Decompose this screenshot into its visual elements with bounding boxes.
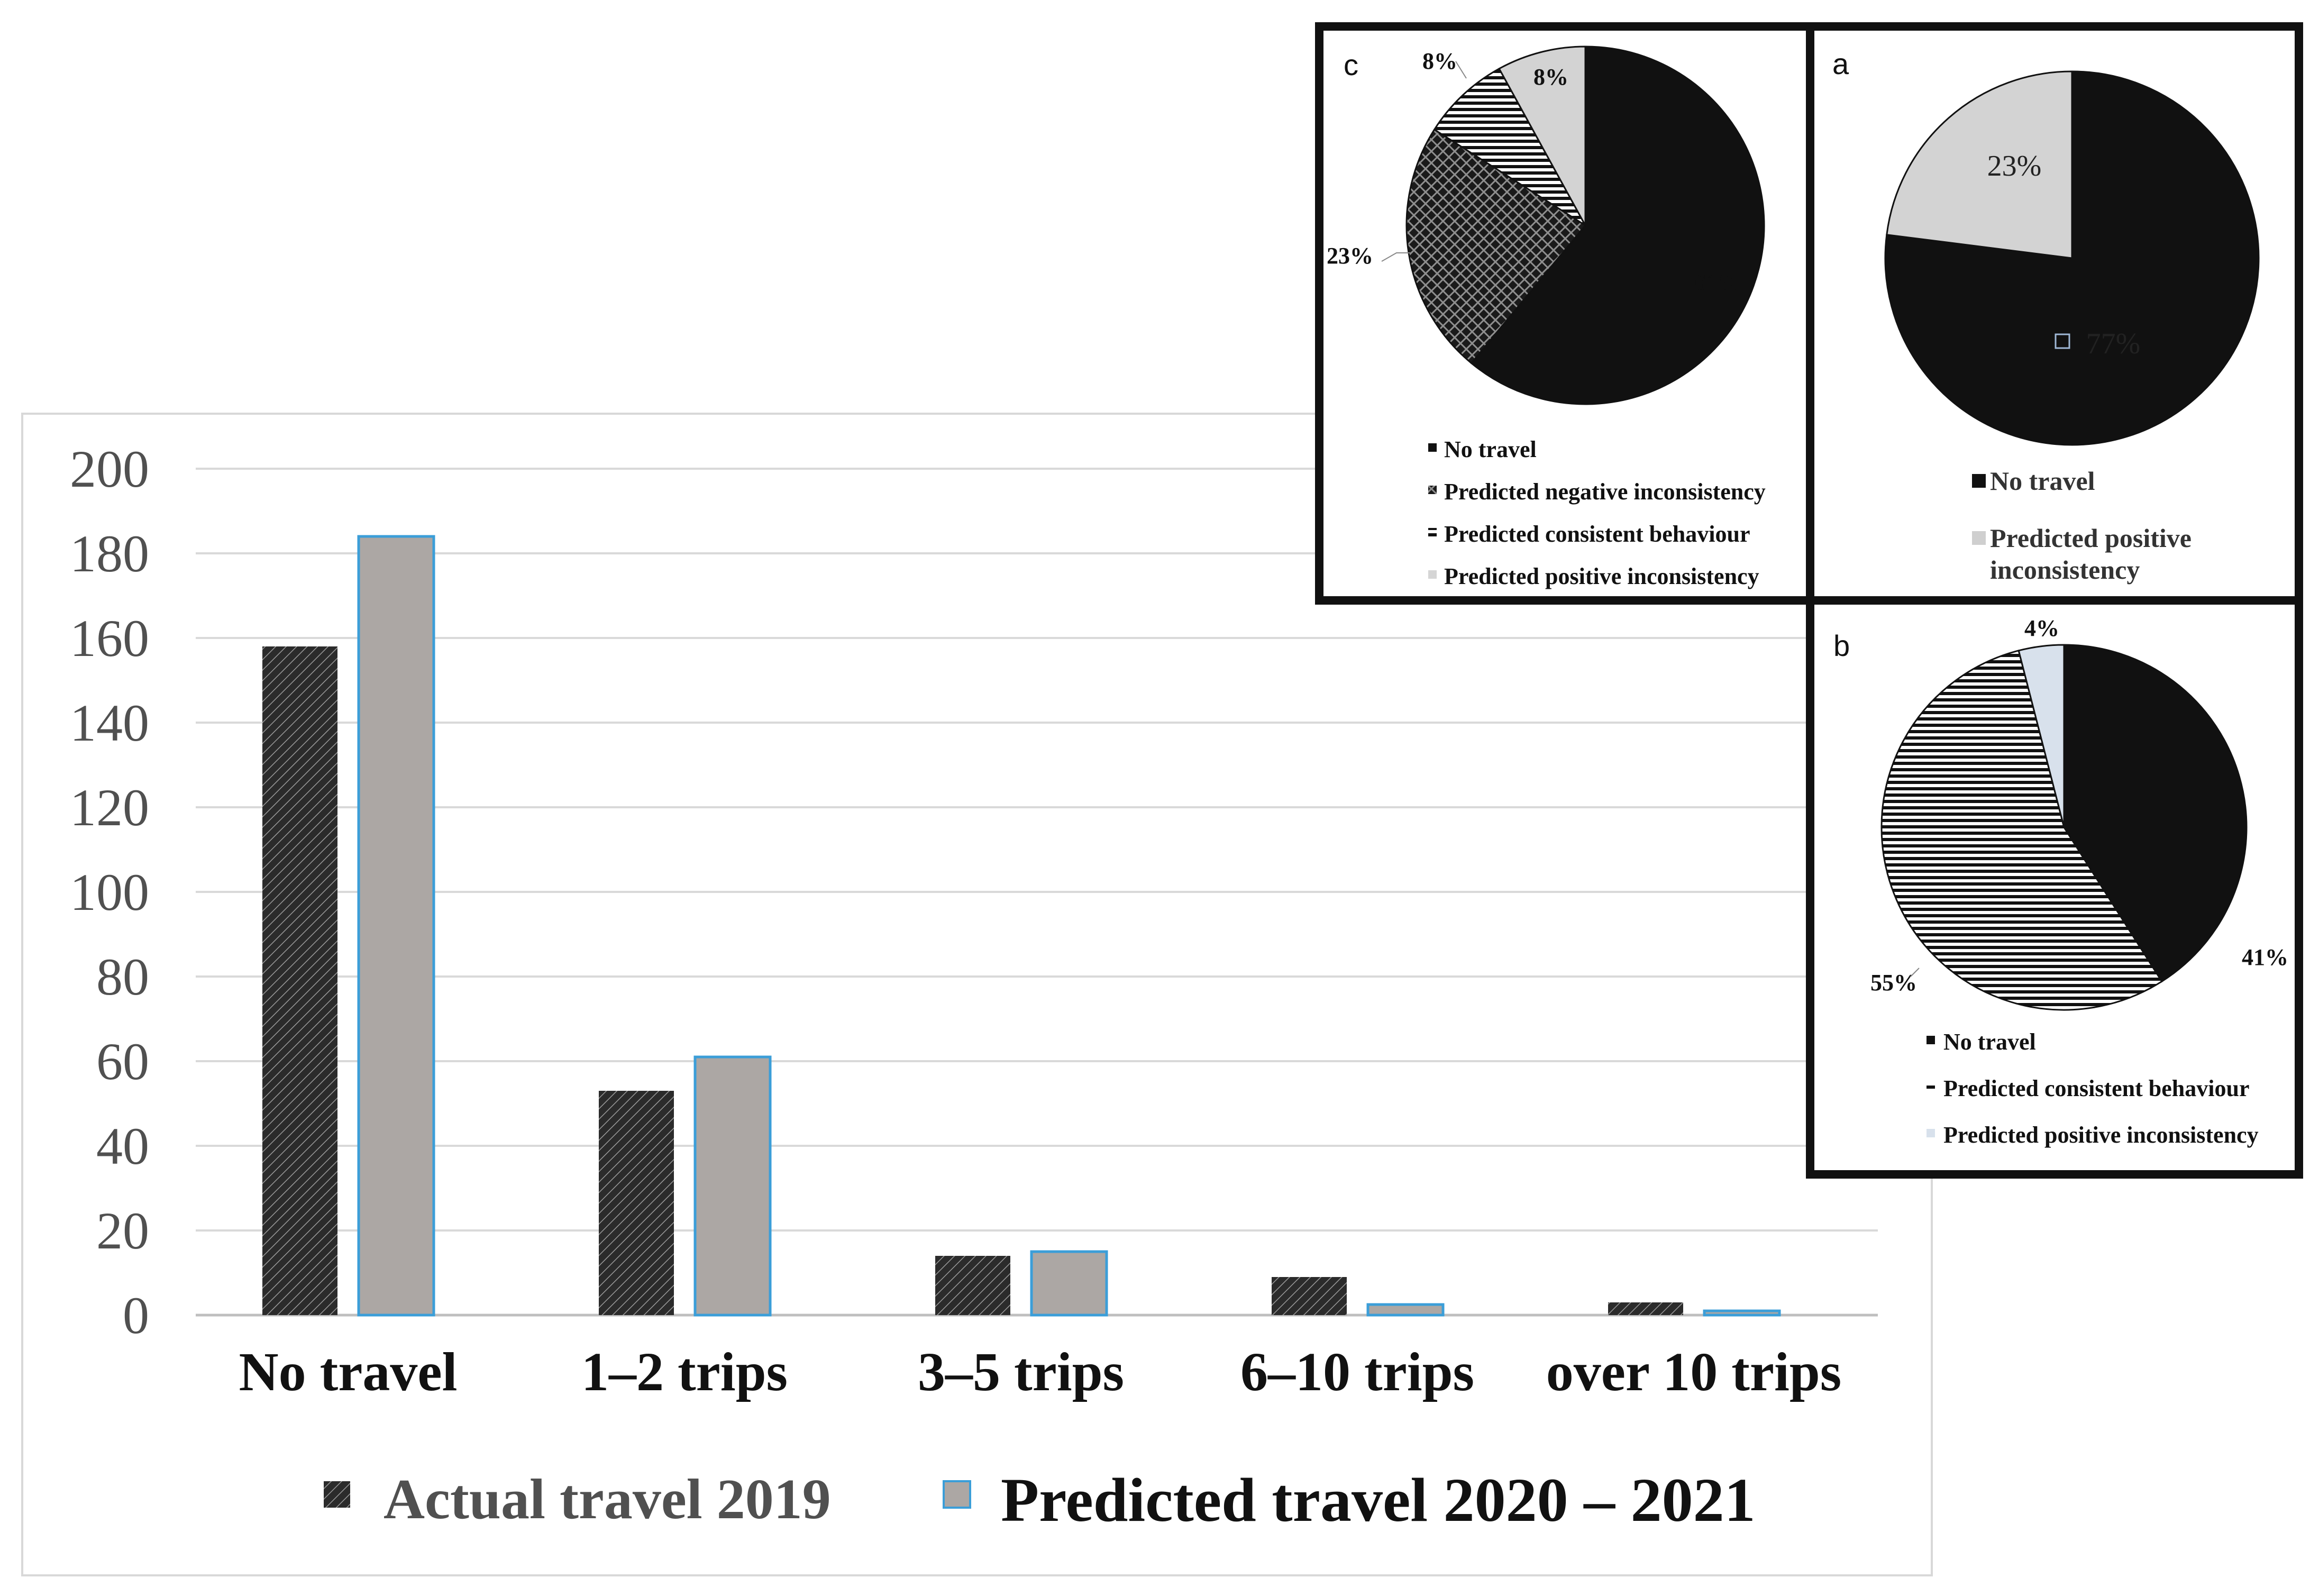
y-tick-0: 0 xyxy=(123,1286,149,1345)
pie-c-legend-swatch-1 xyxy=(1428,486,1437,494)
y-tick-160: 160 xyxy=(70,609,149,668)
bar-chart-frame xyxy=(21,413,1933,1576)
pie-c: 61% 23% 8% 8% xyxy=(1327,45,1765,405)
y-tick-20: 20 xyxy=(96,1201,149,1260)
pie-c-label-0: 61% xyxy=(1695,269,1741,295)
pie-c-leader-2 xyxy=(1455,61,1467,79)
category-label-2: 3–5 trips xyxy=(918,1342,1124,1402)
legend-label-actual: Actual travel 2019 xyxy=(384,1468,831,1531)
pie-b-slice-0 xyxy=(2063,644,2248,983)
category-label-1: 1–2 trips xyxy=(581,1342,788,1402)
legend-swatch-predicted xyxy=(943,1480,971,1509)
pie-c-legend-label-0: No travel xyxy=(1444,436,1537,462)
pie-c-legend-swatch-2 xyxy=(1428,528,1437,536)
x-axis-categories: No travel 1–2 trips 3–5 trips 6–10 trips ove… xyxy=(239,1342,1842,1402)
pie-c-slice-0 xyxy=(1470,45,1765,405)
y-tick-180: 180 xyxy=(70,524,149,583)
bar-predicted-4 xyxy=(1703,1309,1781,1317)
category-label-0: No travel xyxy=(239,1342,458,1402)
y-axis-ticks: 0 20 40 60 80 100 120 140 160 180 200 xyxy=(70,440,149,1345)
legend-label-predicted: Predicted travel 2020 – 2021 xyxy=(1001,1465,1756,1535)
pie-a-label-marker xyxy=(2055,333,2070,349)
pie-a-legend-label-0: No travel xyxy=(1990,466,2095,496)
pie-b: 41% 55% 4% xyxy=(1870,615,2288,1011)
y-tick-200: 200 xyxy=(70,440,149,498)
y-tick-140: 140 xyxy=(70,694,149,752)
pie-b-legend: No travel Predicted consistent behaviour… xyxy=(1927,1029,2259,1148)
pie-c-label-3: 8% xyxy=(1533,64,1568,90)
pie-c-legend-label-3: Predicted positive inconsistency xyxy=(1444,563,1759,589)
bar-actual-0 xyxy=(262,646,337,1315)
legend-swatch-actual xyxy=(324,1481,350,1508)
bar-actual-3 xyxy=(1272,1277,1347,1315)
pie-b-legend-label-1: Predicted consistent behaviour xyxy=(1943,1075,2250,1101)
pie-a-legend-label-1: Predicted positive xyxy=(1990,523,2192,553)
y-tick-120: 120 xyxy=(70,778,149,837)
panel-a-letter: a xyxy=(1832,47,1849,80)
panel-a: a 77% 23% No travel Predicted positive in… xyxy=(1806,22,2303,605)
y-tick-60: 60 xyxy=(96,1032,149,1091)
pie-a-label-1: 23% xyxy=(1987,150,2042,183)
pie-a-legend: No travel Predicted positive inconsisten… xyxy=(1972,466,2192,585)
panel-c-letter: c xyxy=(1344,48,1358,81)
pie-a-slice-1 xyxy=(1886,70,2073,259)
bar-actual-1 xyxy=(599,1091,674,1315)
panel-b-letter: b xyxy=(1833,629,1850,662)
panel-b: b 41% 55% 4% No travel Predicted consisten… xyxy=(1806,596,2303,1179)
y-tick-80: 80 xyxy=(96,947,149,1006)
pie-a-label-0: 77% xyxy=(2086,327,2141,360)
bar-legend: Actual travel 2019 Predicted travel 2020… xyxy=(324,1465,1756,1535)
pie-b-label-0: 41% xyxy=(2242,944,2288,970)
pie-c-slice-2 xyxy=(1433,67,1586,226)
bar-actual-2 xyxy=(935,1256,1010,1315)
pie-a-legend-label-2: inconsistency xyxy=(1990,555,2140,585)
pie-b-legend-swatch-2 xyxy=(1927,1129,1935,1137)
bar-predicted-0 xyxy=(357,535,435,1317)
pie-c-legend-label-1: Predicted negative inconsistency xyxy=(1444,479,1766,505)
pie-c-label-1: 23% xyxy=(1327,243,1373,269)
pie-c-legend: No travel Predicted negative inconsisten… xyxy=(1428,436,1766,589)
pie-c-label-2: 8% xyxy=(1422,48,1457,74)
category-label-4: over 10 trips xyxy=(1546,1342,1841,1402)
pie-a-legend-swatch-1 xyxy=(1972,531,1986,545)
pie-b-legend-swatch-0 xyxy=(1927,1036,1935,1044)
bar-predicted-3 xyxy=(1366,1303,1445,1317)
bar-actual-4 xyxy=(1608,1302,1683,1315)
pie-b-label-1: 55% xyxy=(1870,970,1917,996)
bar-predicted-1 xyxy=(693,1055,772,1317)
bar-predicted-2 xyxy=(1030,1250,1108,1317)
pie-a-slice-0 xyxy=(1884,70,2260,446)
pie-b-label-2: 4% xyxy=(2024,615,2059,641)
pie-c-legend-label-2: Predicted consistent behaviour xyxy=(1444,521,1750,547)
pie-b-slice-2 xyxy=(2017,644,2065,828)
bar-grid xyxy=(196,468,1878,1317)
pie-a: 77% 23% xyxy=(1884,70,2260,446)
bar-series xyxy=(262,535,1781,1317)
y-tick-100: 100 xyxy=(70,863,149,922)
pie-a-legend-swatch-0 xyxy=(1972,474,1986,488)
panel-c: c 61% 23% 8% 8% No travel Predicted negativ… xyxy=(1315,22,1814,605)
pie-b-slice-1 xyxy=(1880,650,2163,1011)
pie-b-leader-1 xyxy=(1910,968,1920,977)
pie-c-slice-3 xyxy=(1498,45,1586,226)
pie-c-legend-swatch-0 xyxy=(1428,443,1437,452)
pie-b-legend-swatch-1 xyxy=(1927,1082,1935,1091)
pie-b-legend-label-0: No travel xyxy=(1943,1029,2036,1055)
category-label-3: 6–10 trips xyxy=(1240,1342,1474,1402)
pie-c-leader-1 xyxy=(1381,252,1411,262)
pie-b-legend-label-2: Predicted positive inconsistency xyxy=(1943,1122,2259,1148)
pie-c-legend-swatch-3 xyxy=(1428,570,1437,579)
y-tick-40: 40 xyxy=(96,1117,149,1175)
